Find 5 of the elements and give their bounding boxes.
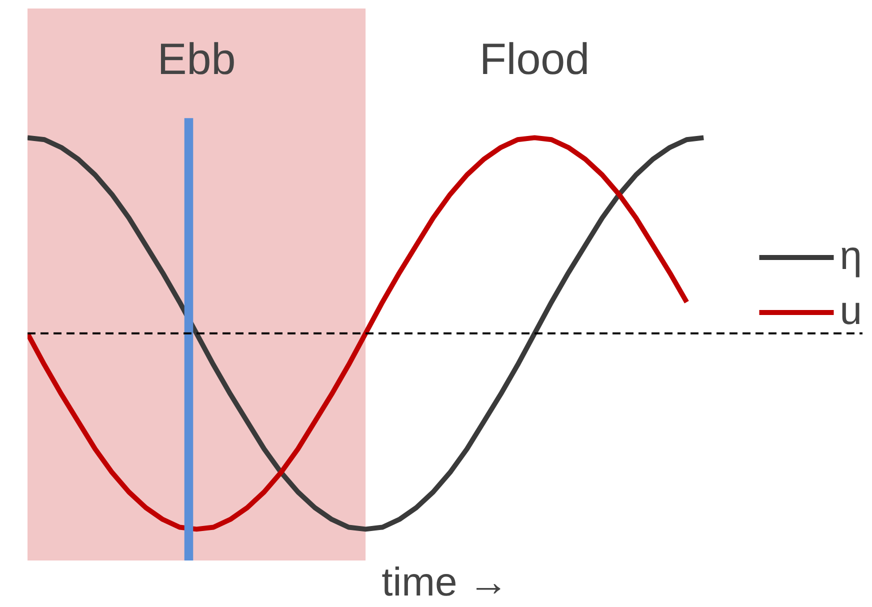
legend-label: η	[840, 234, 862, 279]
x-axis-title: time →	[382, 560, 508, 604]
text: Ebb	[157, 34, 236, 84]
text: Flood	[480, 34, 590, 84]
legend-label: u	[840, 289, 862, 334]
